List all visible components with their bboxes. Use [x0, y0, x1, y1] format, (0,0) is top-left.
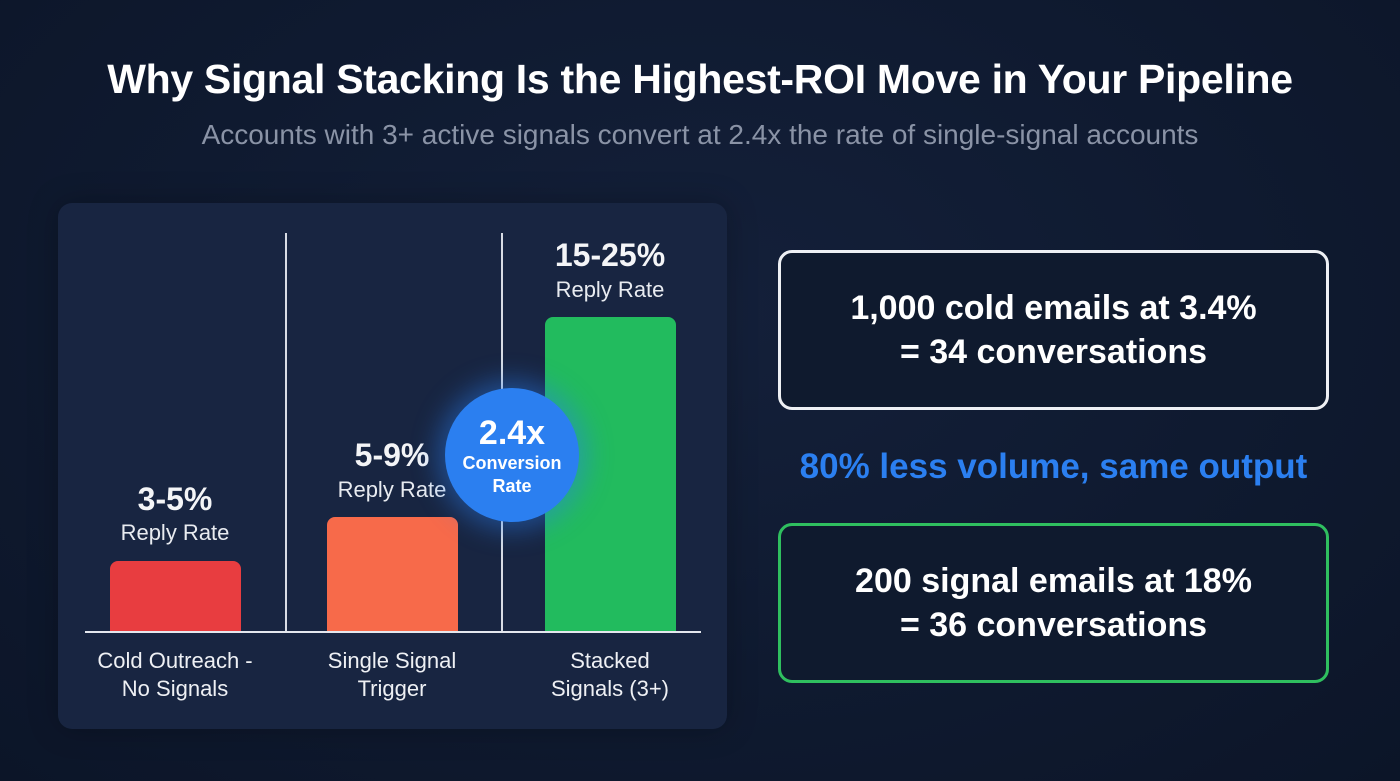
page-subtitle: Accounts with 3+ active signals convert …	[201, 119, 1199, 150]
cold-email-box: 1,000 cold emails at 3.4% = 34 conversat…	[778, 250, 1329, 410]
bar-value-stacked: 15-25%	[554, 237, 666, 273]
category-label-cold: Cold Outreach - No Signals	[97, 648, 253, 701]
column-divider	[285, 233, 287, 633]
category-label-stacked: Stacked Signals (3+)	[550, 648, 669, 701]
bar-sublabel-stacked: Reply Rate	[555, 277, 665, 302]
category-label-single: Single Signal Trigger	[327, 648, 457, 701]
conversion-multiplier: 2.4x	[478, 414, 546, 452]
page-title: Why Signal Stacking Is the Highest-ROI M…	[107, 56, 1293, 102]
bar-sublabel-single: Reply Rate	[337, 477, 447, 502]
bar-single-signal	[327, 517, 458, 632]
bar-value-single: 5-9%	[354, 437, 430, 473]
bar-sublabel-cold: Reply Rate	[120, 520, 230, 545]
conversion-rate-badge: 2.4x Conversion Rate	[445, 388, 579, 522]
x-axis-line	[85, 631, 701, 633]
signal-email-box: 200 signal emails at 18% = 36 conversati…	[778, 523, 1329, 683]
bar-cold-outreach	[110, 561, 241, 632]
volume-callout: 80% less volume, same output	[799, 447, 1308, 486]
bar-value-cold: 3-5%	[137, 481, 213, 517]
conversion-label-2: Rate	[492, 476, 532, 496]
conversion-label-1: Conversion	[462, 453, 562, 473]
